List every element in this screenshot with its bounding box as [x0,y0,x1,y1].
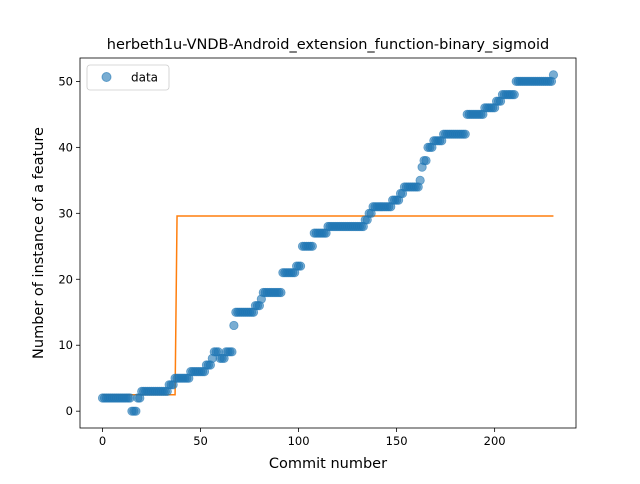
data-point [125,393,135,403]
data-points-layer [97,70,559,416]
x-axis: 0 50 100 150 200 [99,428,506,448]
plot-frame [79,57,577,429]
data-point [548,70,559,80]
data-point [295,261,306,271]
y-tick-label: 0 [66,404,73,418]
y-tick-label: 30 [58,206,73,220]
legend-marker-data [101,72,112,82]
data-point [307,241,317,251]
data-point [421,155,431,166]
x-tick-label: 150 [386,434,408,448]
x-tick-label: 200 [484,434,506,448]
data-point [415,175,425,185]
x-tick-label: 50 [193,434,208,448]
x-tick-label: 100 [288,434,310,448]
y-tick-label: 10 [58,338,73,352]
data-point [460,129,470,139]
x-axis-label: Commit number [269,456,387,472]
chart-title: herbeth1u-VNDB-Android_extension_functio… [107,37,550,53]
data-point [229,320,239,331]
legend-label-data: data [131,71,158,85]
data-point [131,406,141,416]
y-axis-label: Number of instance of a feature [31,127,47,359]
y-axis: 0 10 20 30 40 50 [58,74,80,418]
data-point [227,347,237,357]
y-tick-label: 20 [58,272,73,286]
data-point [509,90,519,100]
x-tick-label: 0 [99,434,106,448]
y-tick-label: 50 [58,74,73,88]
plot-background [80,58,576,428]
legend-box [86,64,170,91]
plot-area [79,57,577,429]
y-tick-label: 40 [58,140,73,154]
data-point [276,287,286,298]
legend: data [86,64,170,91]
